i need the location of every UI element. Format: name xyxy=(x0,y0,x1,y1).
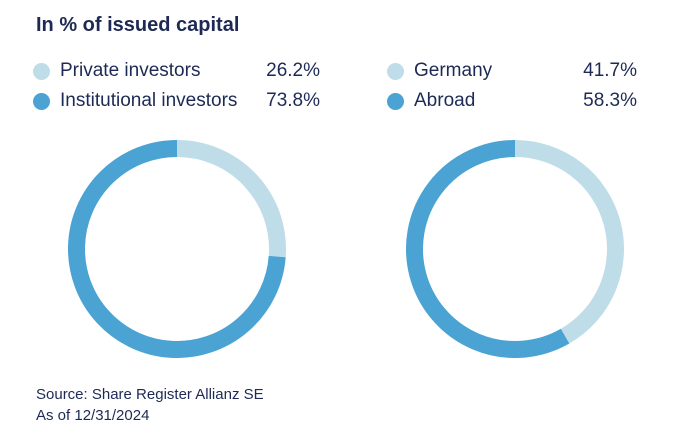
legend-label-private-investors: Private investors xyxy=(60,60,201,81)
legend-swatch-germany xyxy=(387,62,404,80)
legend-item-institutional-investors: Institutional investors 73.8% xyxy=(33,86,320,116)
donut-chart-shareholder-type xyxy=(68,140,286,358)
legend-item-private-investors: Private investors 26.2% xyxy=(33,56,320,86)
donut-segment-institutional-investors xyxy=(68,140,286,358)
legend-swatch-institutional-investors xyxy=(33,92,50,110)
legend-item-abroad: Abroad 58.3% xyxy=(387,86,637,116)
legend-shareholder-type: Private investors 26.2% Institutional in… xyxy=(33,56,320,116)
legend-value-abroad: 58.3% xyxy=(583,90,637,111)
as-of-date: As of 12/31/2024 xyxy=(36,407,150,424)
legend-value-institutional-investors: 73.8% xyxy=(266,90,320,111)
legend-value-germany: 41.7% xyxy=(583,60,637,81)
chart-title: In % of issued capital xyxy=(36,14,240,36)
legend-swatch-abroad xyxy=(387,92,404,110)
donut-segment-private-investors xyxy=(176,140,286,258)
legend-region: Germany 41.7% Abroad 58.3% xyxy=(387,56,637,116)
source-text: Source: Share Register Allianz SE xyxy=(36,386,264,403)
source-note: Source: Share Register Allianz SE As of … xyxy=(36,384,264,426)
legend-item-germany: Germany 41.7% xyxy=(387,56,637,86)
legend-label-germany: Germany xyxy=(414,60,493,81)
donut-segment-germany xyxy=(514,140,624,344)
donut-segment-abroad xyxy=(406,140,570,358)
legend-swatch-private-investors xyxy=(33,62,50,80)
donut-chart-region xyxy=(406,140,624,358)
legend-label-abroad: Abroad xyxy=(414,90,476,111)
legend-value-private-investors: 26.2% xyxy=(266,60,320,81)
legend-label-institutional-investors: Institutional investors xyxy=(60,90,238,111)
